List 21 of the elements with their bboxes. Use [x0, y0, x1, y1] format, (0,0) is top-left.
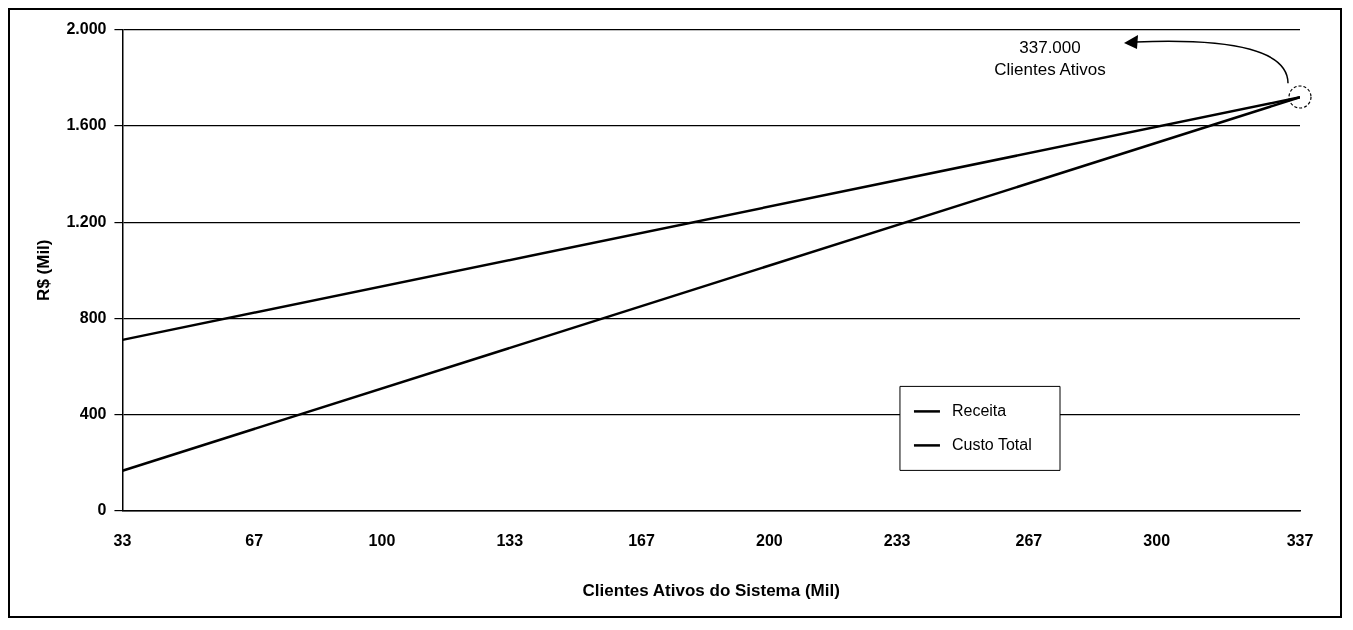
- y-axis-title: R$ (Mil): [33, 239, 53, 301]
- y-tick-label: 400: [79, 404, 107, 422]
- x-tick-label: 33: [113, 532, 132, 550]
- y-tick-label: 1.200: [66, 212, 107, 230]
- x-tick-label: 167: [628, 532, 655, 550]
- x-tick-label: 267: [1015, 532, 1043, 550]
- y-tick-label: 2.000: [66, 20, 107, 38]
- x-tick-label: 233: [883, 532, 911, 550]
- x-tick-label: 67: [245, 532, 264, 550]
- y-tick-label: 800: [79, 308, 107, 326]
- x-tick-label: 300: [1143, 532, 1171, 550]
- x-tick-label: 200: [755, 532, 783, 550]
- x-tick-label: 133: [496, 532, 524, 550]
- x-tick-label: 337: [1286, 532, 1314, 550]
- x-axis-title: Clientes Ativos do Sistema (Mil): [582, 581, 840, 601]
- y-tick-label: 0: [97, 500, 107, 518]
- annotation: 337.000 Clientes Ativos: [994, 37, 1106, 79]
- y-tick-label: 1.600: [66, 116, 107, 134]
- legend-label: Custo Total: [951, 435, 1032, 453]
- x-tick-label: 100: [368, 532, 396, 550]
- legend-label: Receita: [951, 401, 1007, 419]
